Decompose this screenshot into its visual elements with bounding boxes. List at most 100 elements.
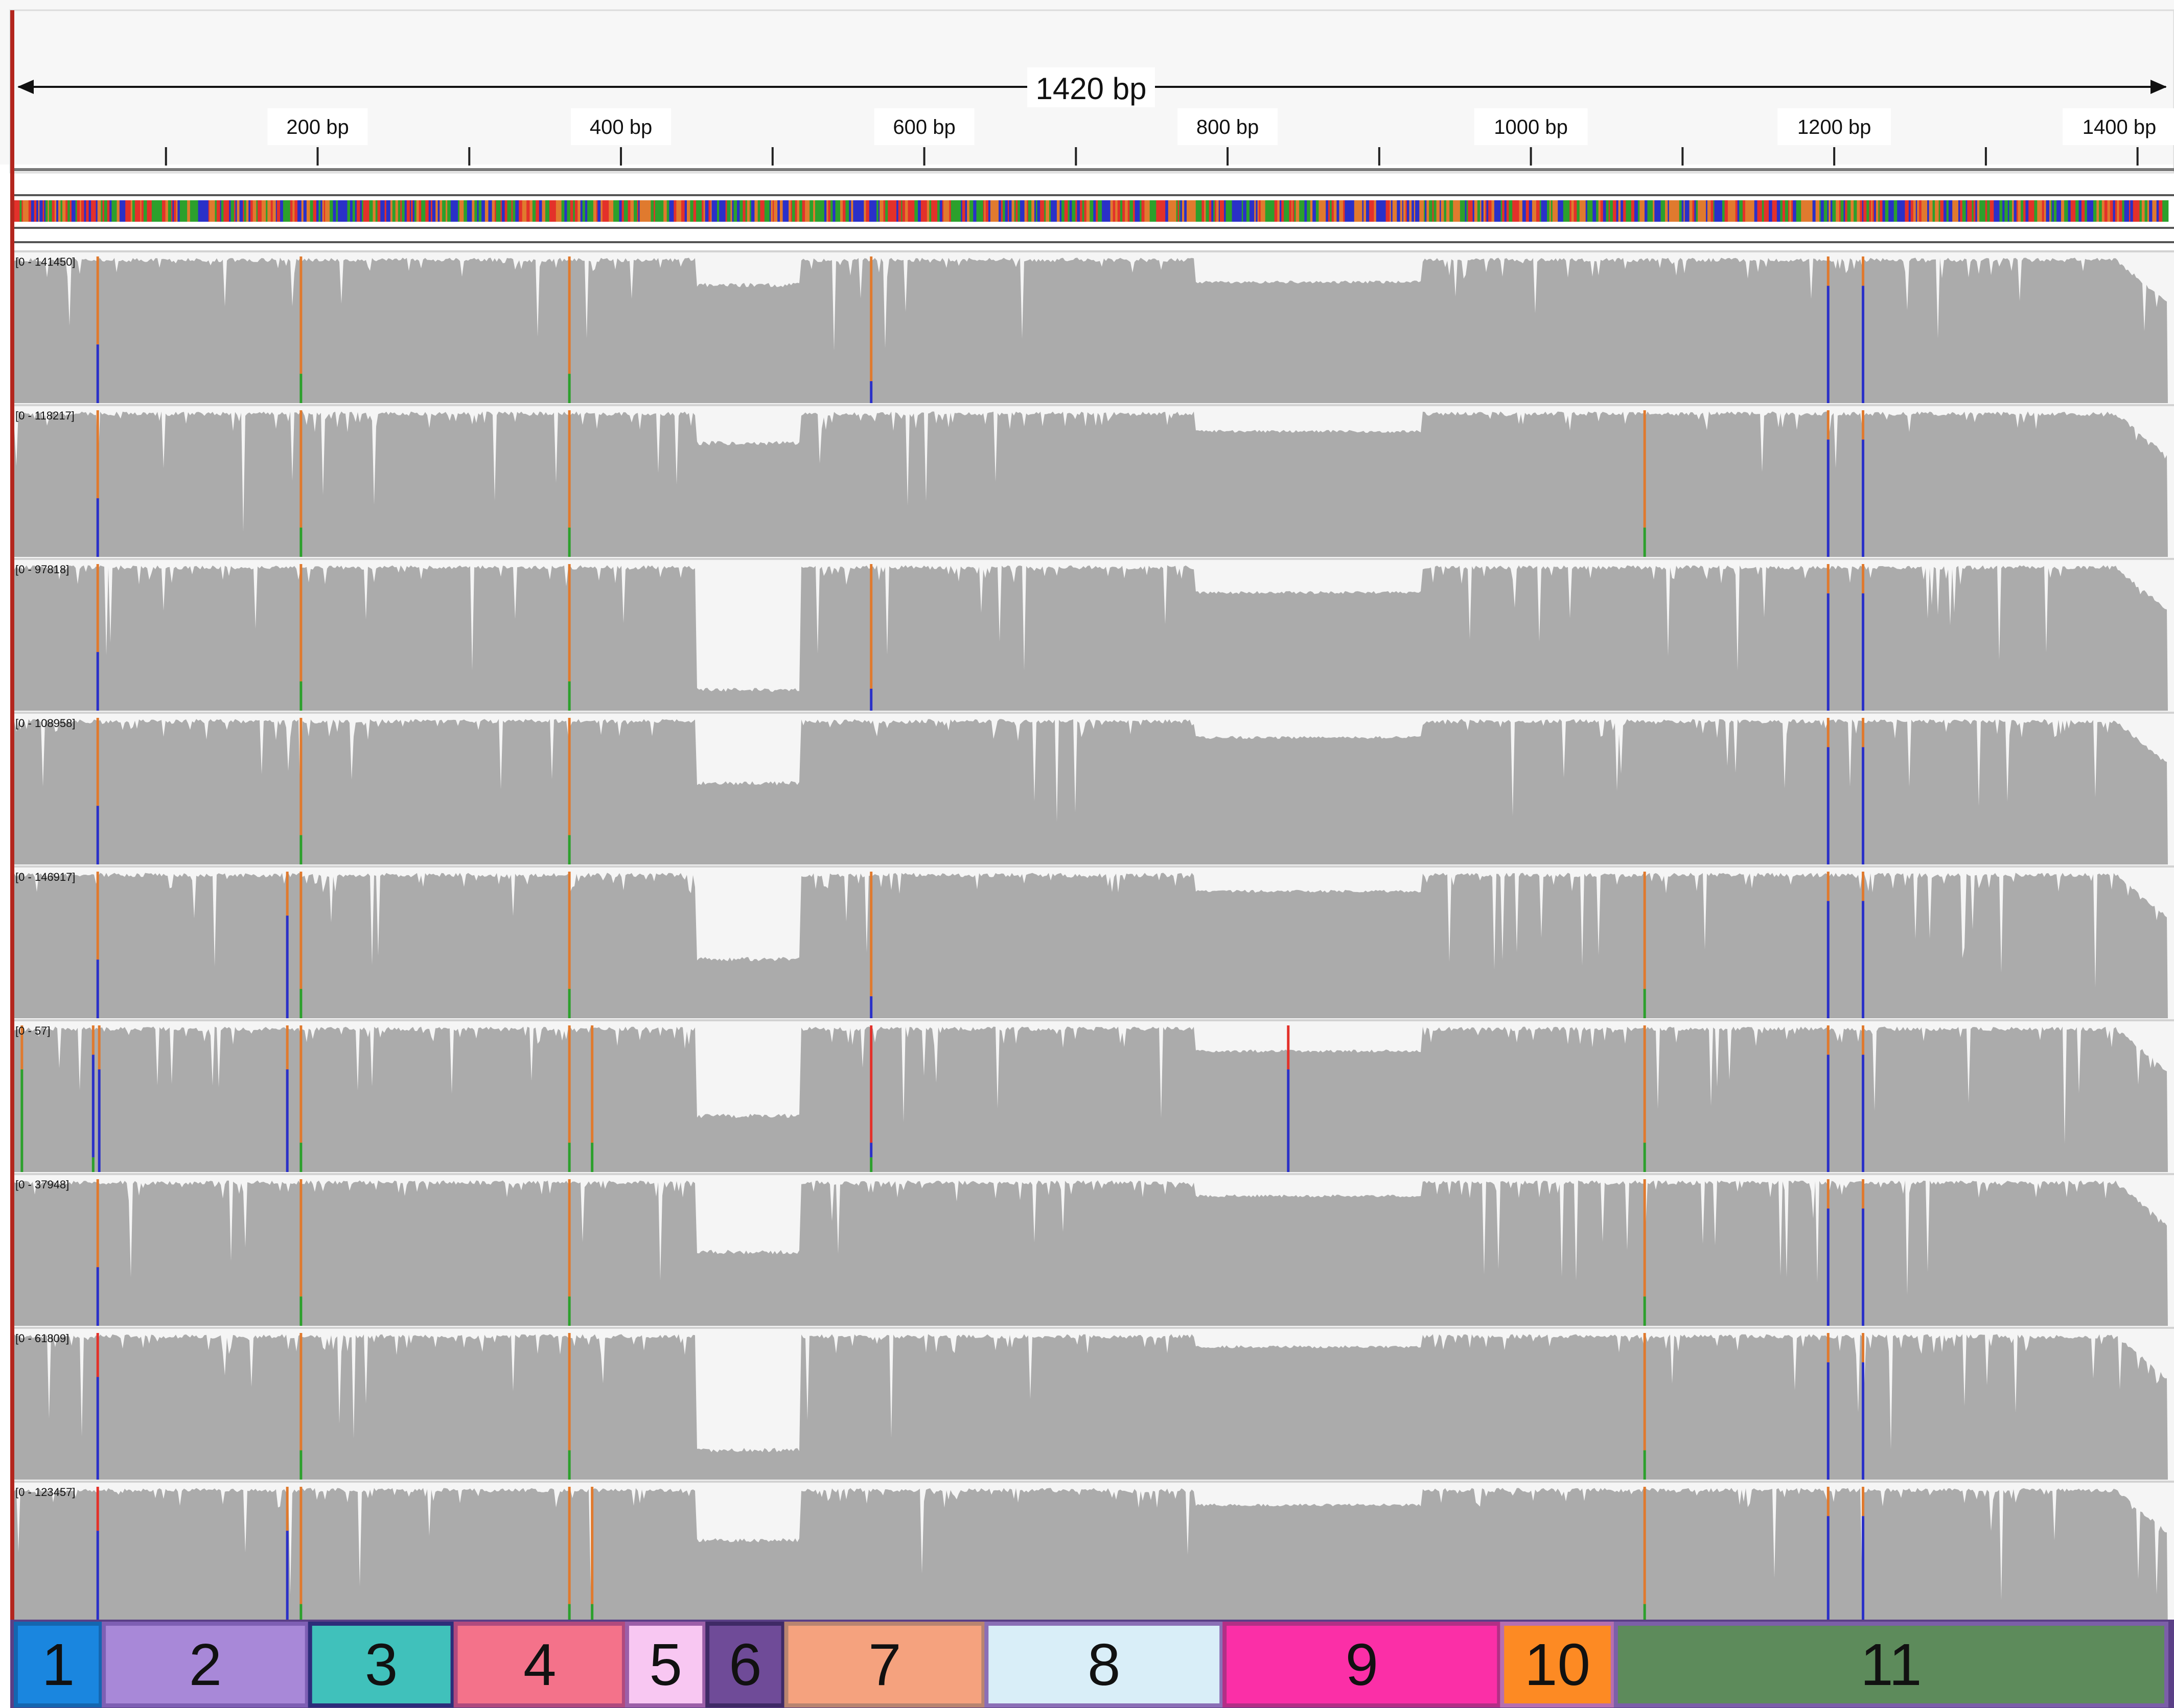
variant-bar-segment bbox=[1862, 1362, 1865, 1480]
variant-bar-segment bbox=[299, 872, 303, 989]
variant-bar-segment bbox=[1643, 410, 1646, 528]
variant-bar-segment bbox=[1862, 1025, 1865, 1055]
segment-label: 7 bbox=[868, 1631, 901, 1698]
variant-bar-segment bbox=[568, 1604, 571, 1633]
variant-bar-segment bbox=[1826, 564, 1830, 594]
variant-bar-segment bbox=[96, 960, 99, 1018]
variant-bar-segment bbox=[98, 1025, 101, 1070]
coverage-track: [0 - 118217] bbox=[14, 404, 2174, 558]
variant-bar-segment bbox=[568, 681, 571, 711]
variant-bar-segment bbox=[299, 1333, 303, 1450]
variant-bar-segment bbox=[1826, 256, 1830, 286]
segment-7: 7 bbox=[784, 1622, 986, 1707]
track-range-label: [0 - 123457] bbox=[15, 1486, 75, 1499]
variant-bar-segment bbox=[1826, 593, 1830, 711]
variant-bar-segment bbox=[870, 1025, 873, 1143]
variant-bar-segment bbox=[1643, 527, 1646, 557]
variant-bar-segment bbox=[299, 1142, 303, 1172]
ruler-tick-label: 1200 bp bbox=[1797, 116, 1871, 138]
coverage-area bbox=[14, 258, 2168, 403]
variant-bar-segment bbox=[96, 1333, 99, 1377]
variant-bar-segment bbox=[96, 344, 99, 403]
coverage-track: [0 - 37948] bbox=[14, 1173, 2174, 1327]
segment-3: 3 bbox=[308, 1622, 455, 1707]
variant-bar-segment bbox=[299, 1025, 303, 1143]
variant-bar-segment bbox=[1862, 1516, 1865, 1633]
variant-bar-segment bbox=[96, 718, 99, 806]
ruler-tick-label: 400 bp bbox=[590, 116, 652, 138]
variant-bar-segment bbox=[870, 381, 873, 403]
variant-bar-segment bbox=[870, 689, 873, 711]
variant-bar-segment bbox=[299, 410, 303, 528]
segment-label: 8 bbox=[1088, 1631, 1121, 1698]
variant-bar-segment bbox=[299, 718, 303, 835]
variant-bar-segment bbox=[1862, 439, 1865, 557]
variant-bar-segment bbox=[1826, 1025, 1830, 1055]
variant-bar-segment bbox=[568, 410, 571, 528]
variant-bar-segment bbox=[1643, 1179, 1646, 1297]
variant-bar-segment bbox=[98, 1069, 101, 1172]
segment-10: 10 bbox=[1500, 1622, 1615, 1707]
variant-bar-segment bbox=[1826, 747, 1830, 864]
viewport-edge-marker bbox=[10, 10, 14, 1620]
variant-bar-segment bbox=[286, 916, 289, 1018]
ruler-tick-label: 800 bp bbox=[1196, 116, 1259, 138]
variant-bar-segment bbox=[1826, 1055, 1830, 1172]
variant-bar-segment bbox=[1862, 1333, 1865, 1363]
variant-bar-segment bbox=[870, 564, 873, 689]
variant-bar-segment bbox=[1826, 1362, 1830, 1480]
variant-bar-segment bbox=[299, 989, 303, 1018]
variant-bar-segment bbox=[1826, 1487, 1830, 1516]
variant-bar-segment bbox=[1643, 1604, 1646, 1633]
variant-bar-segment bbox=[1862, 1208, 1865, 1326]
variant-bar-segment bbox=[870, 256, 873, 381]
coverage-track: [0 - 123457] bbox=[14, 1481, 2174, 1634]
segment-label: 3 bbox=[365, 1631, 398, 1698]
coverage-track: [0 - 141450] bbox=[14, 250, 2174, 404]
variant-bar-segment bbox=[1862, 1179, 1865, 1209]
reference-sequence-track bbox=[14, 194, 2174, 243]
variant-bar-segment bbox=[568, 835, 571, 864]
variant-bar-segment bbox=[1826, 872, 1830, 901]
span-arrow-right-head bbox=[2150, 80, 2167, 94]
variant-bar-segment bbox=[1862, 564, 1865, 594]
variant-bar-segment bbox=[299, 527, 303, 557]
ruler-tick-label: 1000 bp bbox=[1494, 116, 1568, 138]
variant-bar-segment bbox=[870, 872, 873, 996]
variant-bar-segment bbox=[591, 1604, 594, 1633]
variant-bar-segment bbox=[1862, 901, 1865, 1018]
variant-bar-segment bbox=[96, 410, 99, 499]
variant-bar-segment bbox=[1826, 1179, 1830, 1209]
variant-bar-segment bbox=[568, 989, 571, 1018]
track-range-label: [0 - 37948] bbox=[15, 1178, 69, 1191]
variant-bar-segment bbox=[299, 1487, 303, 1604]
track-range-label: [0 - 57] bbox=[15, 1024, 50, 1037]
variant-bar-segment bbox=[568, 872, 571, 989]
variant-bar-segment bbox=[299, 1179, 303, 1297]
segment-label: 11 bbox=[1860, 1631, 1922, 1698]
ruler: 1420 bp 200 bp 400 bp 600 bp 800 bp 1000 bp 1… bbox=[14, 67, 2174, 171]
variant-bar-segment bbox=[299, 835, 303, 864]
variant-bar-segment bbox=[1826, 1516, 1830, 1633]
segment-label: 10 bbox=[1524, 1631, 1590, 1698]
variant-bar-segment bbox=[870, 1142, 873, 1158]
variant-bar-segment bbox=[1862, 747, 1865, 864]
variant-bar-segment bbox=[568, 718, 571, 835]
variant-bar-segment bbox=[20, 1025, 24, 1070]
segment-8: 8 bbox=[984, 1622, 1224, 1707]
variant-bar-segment bbox=[1643, 1333, 1646, 1450]
track-range-label: [0 - 97818] bbox=[15, 563, 69, 576]
variant-bar-segment bbox=[91, 1025, 95, 1055]
variant-bar-segment bbox=[1643, 1025, 1646, 1143]
variant-bar-segment bbox=[1862, 256, 1865, 286]
variant-bar-segment bbox=[591, 1025, 594, 1143]
variant-bar-segment bbox=[286, 1487, 289, 1531]
variant-bar-segment bbox=[568, 1142, 571, 1172]
variant-bar-segment bbox=[1287, 1025, 1290, 1070]
segment-label: 6 bbox=[729, 1631, 762, 1698]
segment-6: 6 bbox=[705, 1622, 785, 1707]
variant-bar-segment bbox=[1643, 1487, 1646, 1604]
variant-bar-segment bbox=[1862, 1487, 1865, 1516]
track-range-label: [0 - 118217] bbox=[15, 409, 75, 422]
